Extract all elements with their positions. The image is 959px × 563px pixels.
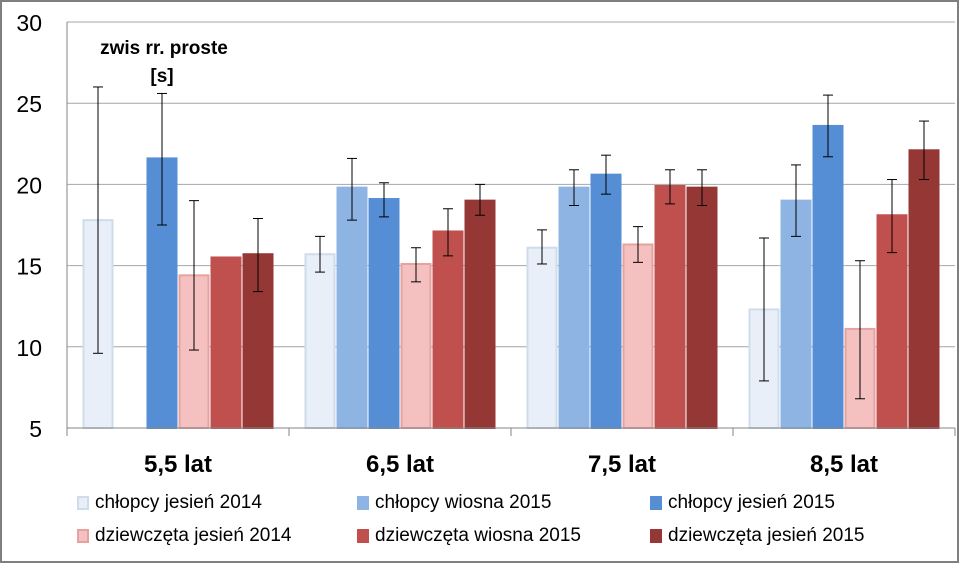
legend-label: dziewczęta jesień 2014: [95, 525, 292, 546]
bar: [590, 173, 622, 429]
bar: [686, 186, 718, 429]
y-tick-label: 30: [16, 10, 42, 36]
bar: [210, 256, 242, 429]
y-tick-label: 20: [16, 172, 42, 198]
y-tick-label: 15: [16, 254, 42, 280]
axes: [66, 22, 956, 436]
bar: [526, 246, 558, 429]
bars: [82, 124, 940, 430]
legend-swatch: [650, 529, 662, 543]
legend-swatch: [77, 496, 89, 510]
y-tick-labels: 5 10 15 20 25 30: [16, 10, 42, 442]
bar: [432, 230, 464, 429]
bar: [812, 124, 844, 429]
legend-item: dziewczęta jesień 2015: [650, 523, 864, 549]
legend-label: dziewczęta jesień 2015: [668, 525, 865, 546]
error-bars: [93, 86, 929, 400]
bar: [908, 149, 940, 430]
legend-swatch: [357, 496, 369, 510]
legend-item: dziewczęta wiosna 2015: [357, 523, 581, 549]
bar: [400, 262, 432, 430]
legend-label: chłopcy jesień 2014: [95, 492, 262, 513]
unit-label: [s]: [150, 66, 173, 87]
x-tick-labels: 5,5 lat 6,5 lat 7,5 lat 8,5 lat: [144, 451, 878, 478]
bar: [304, 253, 336, 429]
legend: chłopcy jesień 2014 chłopcy wiosna 2015 ch…: [2, 486, 959, 558]
y-tick-label: 5: [29, 416, 42, 442]
legend-swatch: [77, 529, 89, 543]
legend-swatch: [357, 529, 369, 543]
chart-title: zwis rr. proste: [100, 38, 228, 59]
legend-item: dziewczęta jesień 2014: [77, 523, 291, 549]
bar: [368, 198, 400, 429]
legend-label: chłopcy jesień 2015: [668, 492, 835, 513]
legend-label: chłopcy wiosna 2015: [375, 492, 552, 513]
x-tick-label: 7,5 lat: [588, 451, 656, 478]
legend-label: dziewczęta wiosna 2015: [375, 525, 581, 546]
legend-item: chłopcy wiosna 2015: [357, 490, 551, 516]
y-tick-label: 10: [16, 335, 42, 361]
bar: [654, 185, 686, 429]
x-tick-label: 6,5 lat: [366, 451, 434, 478]
x-tick-label: 5,5 lat: [144, 451, 212, 478]
bar: [464, 199, 496, 429]
y-tick-label: 25: [16, 91, 42, 117]
bar: [622, 243, 654, 429]
chart-svg: 5 10 15 20 25 30 5,5 lat 6,5 lat 7,5 lat 8,5 lat…: [16, 10, 956, 478]
legend-item: chłopcy jesień 2015: [650, 490, 835, 516]
legend-swatch: [650, 496, 662, 510]
bar: [336, 186, 368, 429]
legend-item: chłopcy jesień 2014: [77, 490, 262, 516]
x-tick-label: 8,5 lat: [810, 451, 878, 478]
bar: [558, 186, 590, 429]
